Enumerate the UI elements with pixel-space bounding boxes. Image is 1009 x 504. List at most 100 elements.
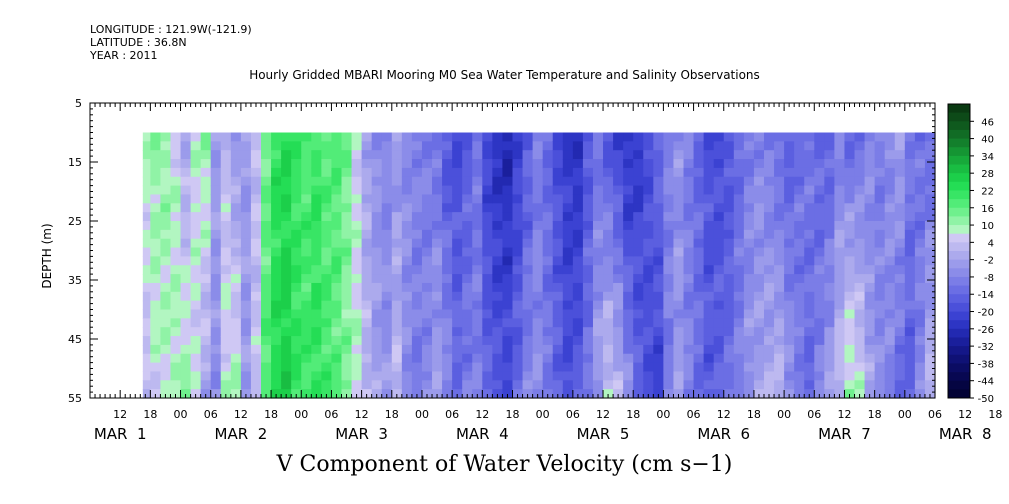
heatmap-cell bbox=[261, 167, 272, 178]
colorbar-label: 16 bbox=[981, 204, 994, 215]
heatmap-cell bbox=[814, 353, 825, 364]
heatmap-cell bbox=[814, 300, 825, 311]
heatmap-cell bbox=[331, 159, 343, 169]
heatmap-cell bbox=[250, 265, 262, 275]
heatmap-cell bbox=[311, 300, 322, 311]
heatmap-cell bbox=[683, 229, 695, 240]
heatmap-cell bbox=[623, 176, 634, 187]
heatmap-cell bbox=[623, 300, 634, 311]
heatmap-cell bbox=[894, 247, 906, 257]
heatmap-cell bbox=[250, 336, 262, 346]
heatmap-cell bbox=[492, 229, 504, 240]
heatmap-cell bbox=[301, 238, 312, 249]
heatmap-cell bbox=[904, 300, 916, 311]
heatmap-cell bbox=[532, 265, 544, 275]
heatmap-cell bbox=[743, 185, 755, 196]
heatmap-cell bbox=[733, 344, 745, 355]
heatmap-cell bbox=[784, 362, 795, 373]
heatmap-cell bbox=[854, 344, 866, 355]
heatmap-cell bbox=[603, 132, 614, 142]
heatmap-cell bbox=[240, 150, 252, 160]
heatmap-cell bbox=[351, 318, 363, 328]
heatmap-cell bbox=[341, 194, 353, 204]
heatmap-cell bbox=[794, 256, 805, 266]
heatmap-cell bbox=[512, 256, 524, 266]
heatmap-cell bbox=[291, 362, 302, 373]
heatmap-cell bbox=[713, 159, 725, 169]
heatmap-cell bbox=[733, 327, 745, 337]
heatmap-cell bbox=[200, 318, 212, 328]
heatmap-cell bbox=[421, 344, 433, 355]
heatmap-cell bbox=[311, 167, 322, 178]
heatmap-cell bbox=[321, 256, 333, 266]
heatmap-cell bbox=[693, 141, 705, 151]
heatmap-cell bbox=[844, 185, 856, 196]
heatmap-cell bbox=[442, 238, 453, 249]
heatmap-cell bbox=[522, 353, 534, 364]
heatmap-cell bbox=[552, 327, 564, 337]
heatmap-cell bbox=[572, 203, 584, 213]
heatmap-cell bbox=[411, 256, 423, 266]
heatmap-cell bbox=[914, 380, 926, 390]
heatmap-cell bbox=[482, 194, 493, 204]
heatmap-cell bbox=[663, 353, 675, 364]
heatmap-cell bbox=[190, 176, 202, 187]
heatmap-cell bbox=[341, 247, 353, 257]
colorbar-swatch bbox=[948, 302, 970, 312]
heatmap-cell bbox=[170, 344, 182, 355]
heatmap-cell bbox=[603, 265, 614, 275]
heatmap-cell bbox=[874, 300, 886, 311]
heatmap-cell bbox=[814, 362, 825, 373]
heatmap-cell bbox=[240, 203, 252, 213]
heatmap-cell bbox=[462, 389, 473, 399]
heatmap-cell bbox=[271, 291, 282, 302]
heatmap-cell bbox=[220, 344, 232, 355]
heatmap-cell bbox=[522, 265, 534, 275]
heatmap-cell bbox=[311, 194, 322, 204]
heatmap-cell bbox=[361, 274, 373, 284]
heatmap-cell bbox=[743, 167, 755, 178]
heatmap-cell bbox=[794, 318, 805, 328]
heatmap-cell bbox=[321, 238, 333, 249]
heatmap-cell bbox=[361, 159, 373, 169]
heatmap-cell bbox=[713, 176, 725, 187]
heatmap-cell bbox=[200, 291, 212, 302]
heatmap-cell bbox=[532, 327, 544, 337]
heatmap-cell bbox=[562, 327, 574, 337]
heatmap-cell bbox=[784, 265, 795, 275]
heatmap-cell bbox=[914, 194, 926, 204]
heatmap-cell bbox=[462, 185, 473, 196]
x-hour-label: 18 bbox=[747, 408, 761, 421]
heatmap-cell bbox=[703, 203, 715, 213]
heatmap-cell bbox=[210, 150, 222, 160]
heatmap-cell bbox=[884, 150, 896, 160]
heatmap-cell bbox=[804, 300, 815, 311]
heatmap-cell bbox=[693, 309, 705, 319]
heatmap-cell bbox=[391, 389, 403, 399]
heatmap-cell bbox=[713, 282, 725, 293]
heatmap-cell bbox=[613, 371, 624, 381]
heatmap-cell bbox=[814, 194, 825, 204]
heatmap-cell bbox=[613, 389, 624, 399]
heatmap-cell bbox=[592, 176, 604, 187]
heatmap-cell bbox=[150, 362, 162, 373]
heatmap-cell bbox=[250, 238, 262, 249]
heatmap-cell bbox=[924, 212, 936, 222]
heatmap-cell bbox=[874, 282, 886, 293]
heatmap-cell bbox=[391, 176, 403, 187]
heatmap-cell bbox=[814, 221, 825, 231]
heatmap-cell bbox=[874, 318, 886, 328]
heatmap-cell bbox=[542, 194, 554, 204]
heatmap-cell bbox=[482, 141, 493, 151]
heatmap-cell bbox=[653, 132, 664, 142]
heatmap-cell bbox=[592, 353, 604, 364]
heatmap-cell bbox=[170, 238, 182, 249]
heatmap-cell bbox=[311, 344, 322, 355]
heatmap-cell bbox=[904, 309, 916, 319]
heatmap-cell bbox=[462, 274, 473, 284]
heatmap-cell bbox=[603, 194, 614, 204]
heatmap-cell bbox=[271, 327, 282, 337]
heatmap-cell bbox=[814, 371, 825, 381]
heatmap-cell bbox=[733, 159, 745, 169]
heatmap-cell bbox=[301, 256, 312, 266]
